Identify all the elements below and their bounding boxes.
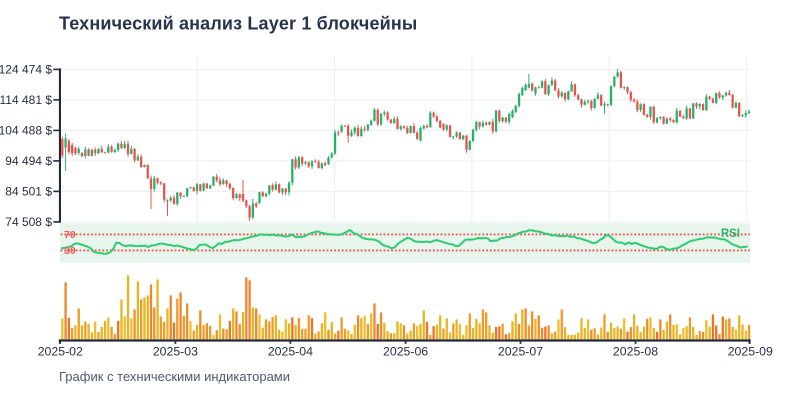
svg-text:114 481 $: 114 481 $ <box>0 93 52 107</box>
svg-text:2025-07: 2025-07 <box>498 345 543 359</box>
svg-text:2025-02: 2025-02 <box>38 345 83 359</box>
svg-text:RSI: RSI <box>721 228 740 240</box>
svg-text:2025-03: 2025-03 <box>153 345 198 359</box>
svg-text:График с техническими индикато: График с техническими индикаторами <box>59 369 290 384</box>
svg-text:2025-09: 2025-09 <box>728 345 773 359</box>
svg-text:Технический анализ Layer 1 бло: Технический анализ Layer 1 блокчейны <box>59 14 417 34</box>
svg-text:2025-04: 2025-04 <box>268 345 313 359</box>
svg-text:30: 30 <box>64 245 76 257</box>
svg-text:70: 70 <box>64 229 76 241</box>
svg-text:124 474 $: 124 474 $ <box>0 63 52 77</box>
svg-text:74 508 $: 74 508 $ <box>5 215 52 229</box>
svg-text:2025-06: 2025-06 <box>383 345 428 359</box>
svg-text:84 501 $: 84 501 $ <box>5 185 52 199</box>
svg-text:2025-08: 2025-08 <box>613 345 658 359</box>
svg-text:104 488 $: 104 488 $ <box>0 124 52 138</box>
svg-text:94 494 $: 94 494 $ <box>5 154 52 168</box>
